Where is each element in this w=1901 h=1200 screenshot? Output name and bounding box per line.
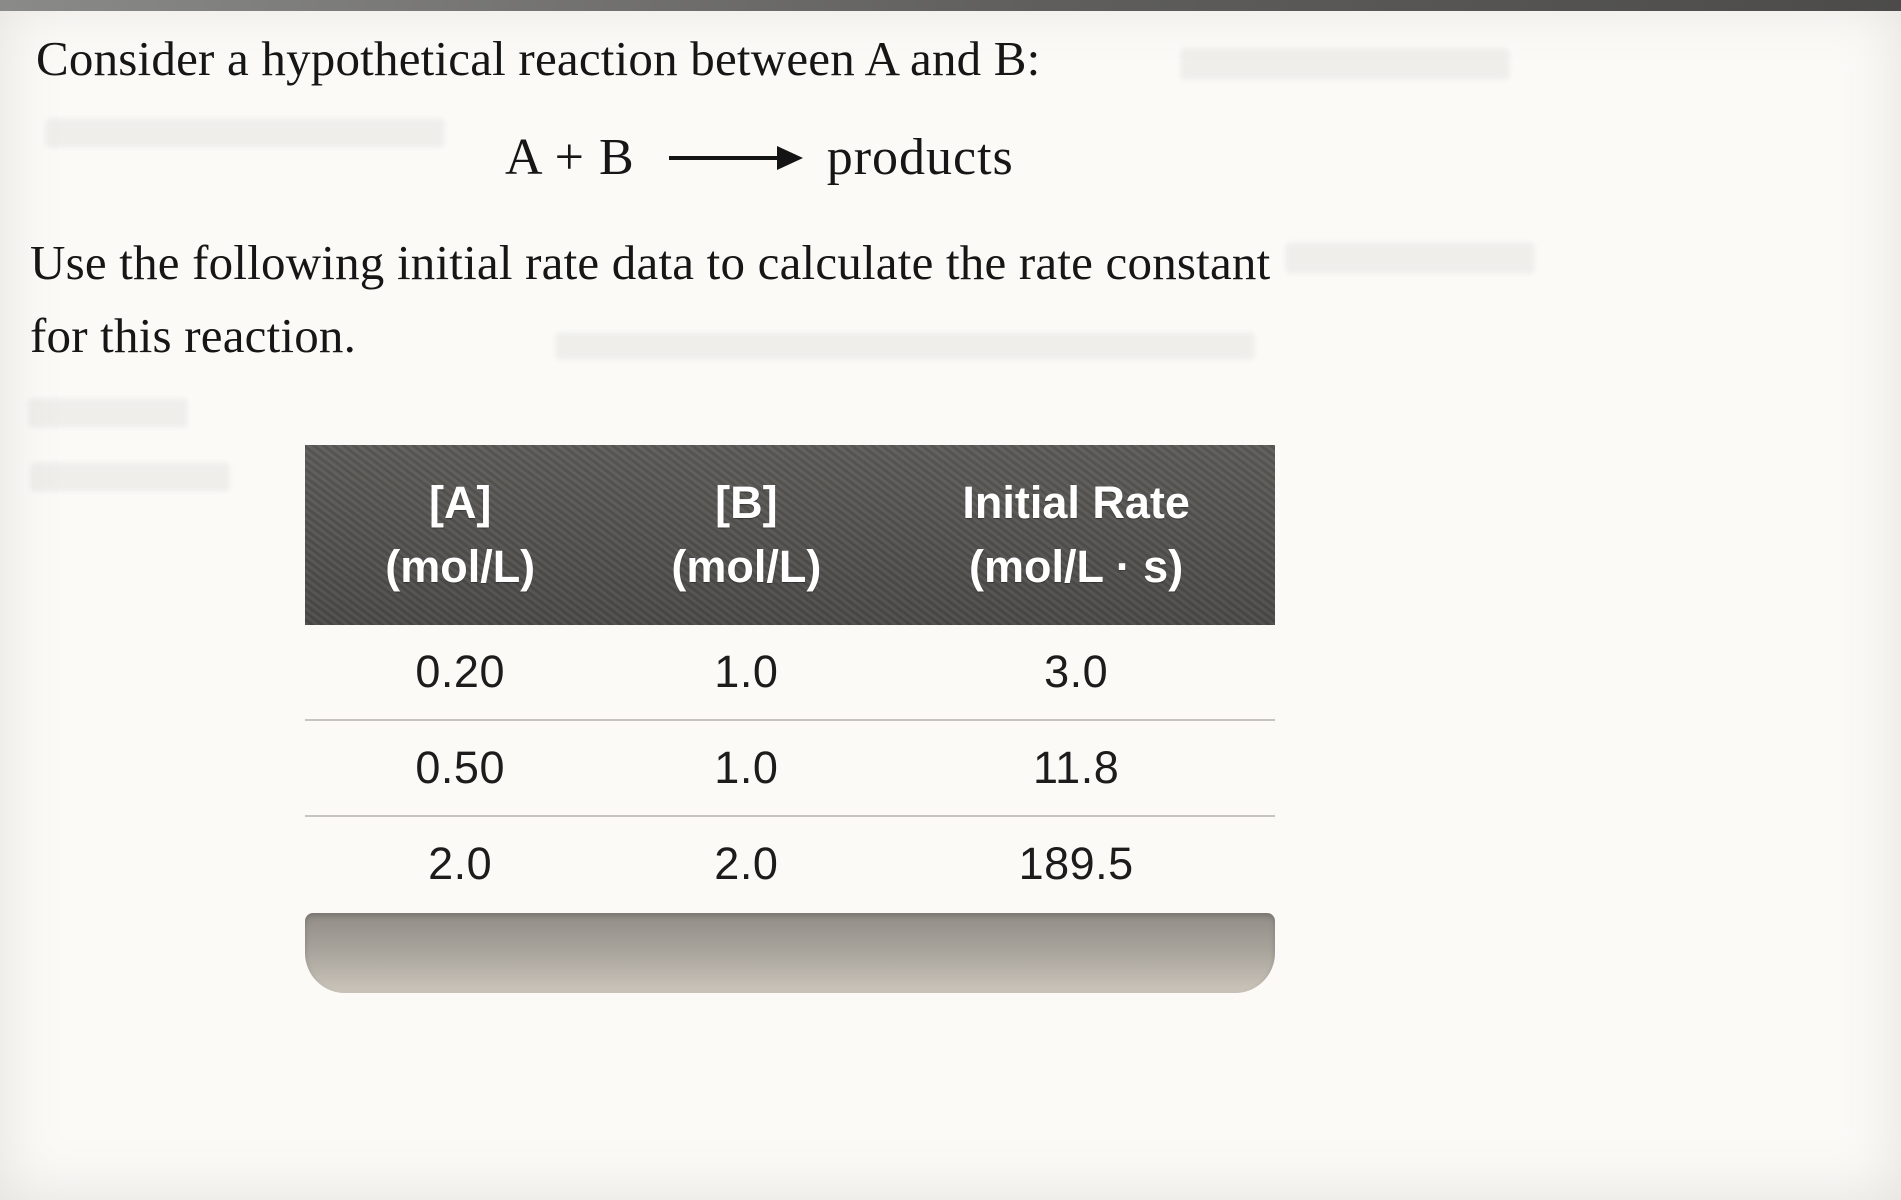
table-header-cell-rate: Initial Rate (mol/L · s) (877, 445, 1275, 625)
equation-products: products (826, 129, 1014, 186)
table-cell: 3.0 (1044, 646, 1109, 697)
scan-bleed-artifact (28, 398, 188, 428)
table-cell: 189.5 (1018, 838, 1134, 889)
table-header-row: [A] (mol/L) [B] (mol/L) Initial Rate (mo… (305, 445, 1275, 625)
scan-edge-strip (0, 0, 1901, 11)
header-a-symbol: [A] (428, 477, 492, 528)
scan-bleed-artifact (1180, 48, 1510, 80)
table-row: 0.20 1.0 3.0 (305, 625, 1275, 719)
table-header-cell-a: [A] (mol/L) (305, 445, 615, 625)
rate-data-table: [A] (mol/L) [B] (mol/L) Initial Rate (mo… (305, 445, 1275, 993)
table-footer-bar (305, 913, 1275, 993)
problem-intro-text: Consider a hypothetical reaction between… (36, 31, 1041, 86)
equation-reactants: A + B (505, 129, 635, 186)
scan-bleed-artifact (30, 462, 230, 492)
header-rate-label: Initial Rate (962, 477, 1190, 528)
table-cell: 1.0 (714, 742, 779, 793)
problem-instruction: Use the following initial rate data to c… (30, 226, 1270, 372)
header-b-symbol: [B] (715, 477, 778, 528)
header-b-units: (mol/L) (671, 541, 822, 592)
table-header-cell-b: [B] (mol/L) (615, 445, 877, 625)
table-cell: 2.0 (714, 838, 779, 889)
table-cell: 1.0 (714, 646, 779, 697)
header-a-units: (mol/L) (385, 541, 536, 592)
table-cell: 11.8 (1033, 742, 1120, 793)
reaction-arrow-icon (668, 146, 803, 170)
table-row: 2.0 2.0 189.5 (305, 815, 1275, 911)
scan-bleed-artifact (1285, 242, 1535, 274)
table-row: 0.50 1.0 11.8 (305, 719, 1275, 815)
table-cell: 0.20 (415, 646, 505, 697)
problem-instruction-line1: Use the following initial rate data to c… (30, 235, 1271, 290)
reaction-equation: A + B products (505, 128, 1014, 187)
problem-instruction-line2: for this reaction. (30, 308, 357, 363)
table-cell: 2.0 (428, 838, 493, 889)
header-rate-units: (mol/L · s) (969, 541, 1184, 592)
scan-bleed-artifact (45, 118, 445, 148)
table-cell: 0.50 (415, 742, 505, 793)
